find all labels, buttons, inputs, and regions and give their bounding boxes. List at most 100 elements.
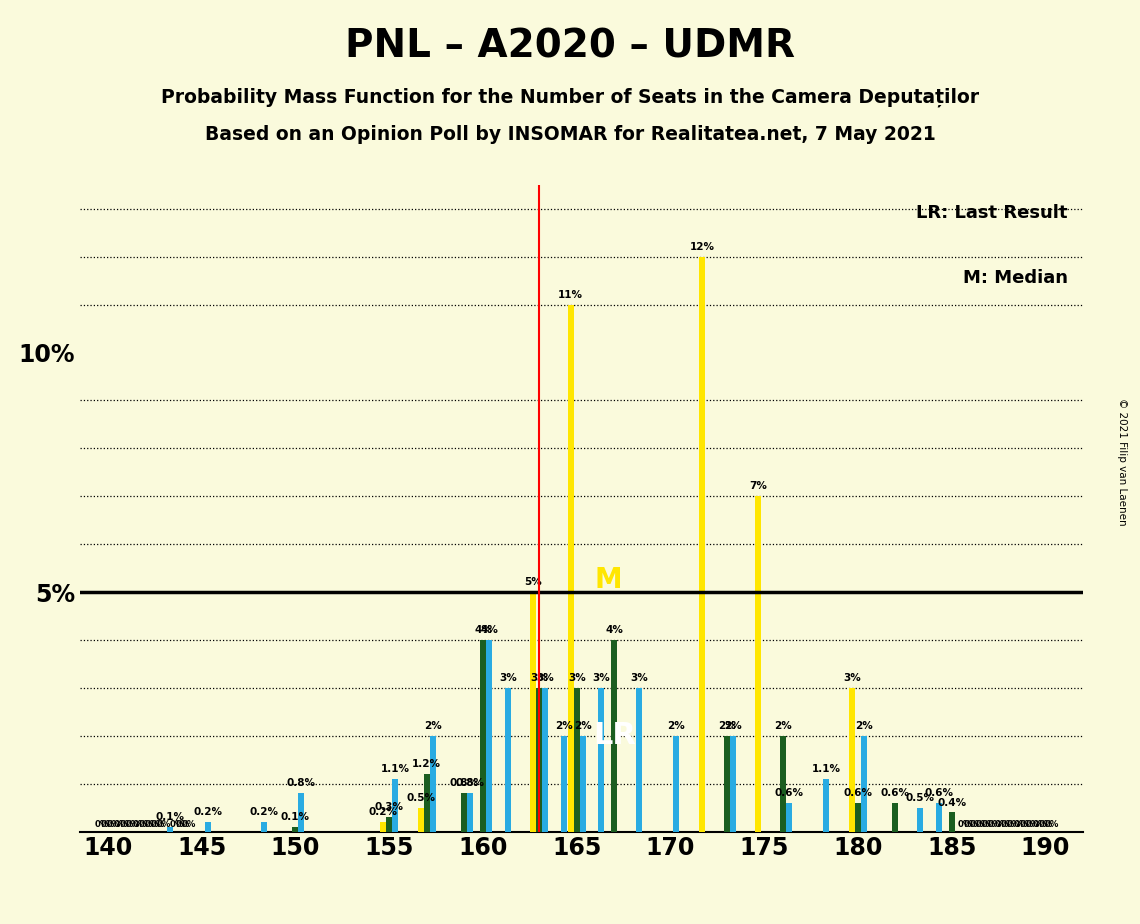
Text: 0%: 0% <box>995 821 1009 829</box>
Text: 1.2%: 1.2% <box>413 760 441 770</box>
Text: 0.6%: 0.6% <box>881 788 910 798</box>
Bar <box>893 803 898 832</box>
Text: LR: Last Result: LR: Last Result <box>917 204 1068 222</box>
Bar <box>936 803 942 832</box>
Bar <box>417 808 424 832</box>
Text: 2%: 2% <box>718 721 735 731</box>
Bar <box>205 822 211 832</box>
Bar <box>543 687 548 832</box>
Text: PNL – A2020 – UDMR: PNL – A2020 – UDMR <box>345 28 795 66</box>
Text: 0%: 0% <box>1007 821 1021 829</box>
Text: 1.1%: 1.1% <box>381 764 409 774</box>
Text: M: M <box>594 565 622 594</box>
Text: 0%: 0% <box>1019 821 1034 829</box>
Bar <box>724 736 730 832</box>
Text: 0%: 0% <box>958 821 971 829</box>
Text: Based on an Opinion Poll by INSOMAR for Realitatea.net, 7 May 2021: Based on an Opinion Poll by INSOMAR for … <box>204 125 936 144</box>
Text: 3%: 3% <box>844 673 861 683</box>
Bar <box>486 640 492 832</box>
Text: 0%: 0% <box>1013 821 1028 829</box>
Text: 0%: 0% <box>138 821 153 829</box>
Text: 0%: 0% <box>145 821 158 829</box>
Text: 0.2%: 0.2% <box>193 808 222 817</box>
Bar <box>674 736 679 832</box>
Text: 0%: 0% <box>114 821 128 829</box>
Text: 2%: 2% <box>724 721 742 731</box>
Bar <box>168 827 173 832</box>
Bar <box>430 736 435 832</box>
Text: 3%: 3% <box>568 673 586 683</box>
Text: 0%: 0% <box>976 821 991 829</box>
Bar <box>530 592 536 832</box>
Text: 0%: 0% <box>125 821 140 829</box>
Text: 11%: 11% <box>559 290 584 299</box>
Text: 0.1%: 0.1% <box>156 812 185 822</box>
Text: 2%: 2% <box>555 721 572 731</box>
Text: 0.6%: 0.6% <box>925 788 953 798</box>
Text: 0.4%: 0.4% <box>937 797 967 808</box>
Text: © 2021 Filip van Laenen: © 2021 Filip van Laenen <box>1117 398 1126 526</box>
Bar <box>261 822 267 832</box>
Text: 4%: 4% <box>605 626 624 635</box>
Bar <box>573 687 580 832</box>
Text: 0%: 0% <box>95 821 109 829</box>
Text: 5%: 5% <box>524 578 543 588</box>
Text: 7%: 7% <box>749 481 767 492</box>
Text: 0.6%: 0.6% <box>774 788 804 798</box>
Text: 0.2%: 0.2% <box>250 808 278 817</box>
Bar <box>392 779 398 832</box>
Bar <box>598 687 604 832</box>
Bar <box>755 496 762 832</box>
Bar <box>293 827 299 832</box>
Text: 0%: 0% <box>170 821 185 829</box>
Text: 0%: 0% <box>181 821 196 829</box>
Text: 0.6%: 0.6% <box>844 788 872 798</box>
Text: 0.3%: 0.3% <box>375 802 404 812</box>
Bar <box>918 808 923 832</box>
Text: 3%: 3% <box>499 673 516 683</box>
Text: 3%: 3% <box>536 673 554 683</box>
Text: 2%: 2% <box>668 721 685 731</box>
Bar <box>861 736 868 832</box>
Text: 0.8%: 0.8% <box>287 779 316 788</box>
Text: 2%: 2% <box>424 721 441 731</box>
Bar <box>611 640 617 832</box>
Text: 0.5%: 0.5% <box>406 793 435 803</box>
Text: 0%: 0% <box>1026 821 1040 829</box>
Text: 0.1%: 0.1% <box>280 812 310 822</box>
Bar <box>730 736 735 832</box>
Bar <box>386 817 392 832</box>
Bar <box>561 736 567 832</box>
Text: 2%: 2% <box>774 721 792 731</box>
Text: 0%: 0% <box>157 821 171 829</box>
Bar <box>381 822 386 832</box>
Text: 0%: 0% <box>176 821 190 829</box>
Bar <box>785 803 792 832</box>
Text: 0%: 0% <box>120 821 133 829</box>
Text: 0%: 0% <box>982 821 996 829</box>
Text: 0%: 0% <box>150 821 165 829</box>
Text: 0%: 0% <box>1039 821 1052 829</box>
Bar <box>505 687 511 832</box>
Bar <box>536 687 543 832</box>
Bar <box>568 305 573 832</box>
Text: 0.5%: 0.5% <box>906 793 935 803</box>
Text: 0%: 0% <box>988 821 1002 829</box>
Text: 0.8%: 0.8% <box>449 779 479 788</box>
Text: 0%: 0% <box>1001 821 1016 829</box>
Text: 4%: 4% <box>480 626 498 635</box>
Text: Probability Mass Function for the Number of Seats in the Camera Deputaților: Probability Mass Function for the Number… <box>161 88 979 107</box>
Bar <box>467 794 473 832</box>
Text: 0%: 0% <box>107 821 121 829</box>
Bar <box>636 687 642 832</box>
Bar <box>699 257 705 832</box>
Text: 0.2%: 0.2% <box>368 808 398 817</box>
Text: 0%: 0% <box>100 821 115 829</box>
Bar <box>823 779 830 832</box>
Bar <box>849 687 855 832</box>
Bar <box>462 794 467 832</box>
Text: M: Median: M: Median <box>963 269 1068 286</box>
Text: 4%: 4% <box>474 626 491 635</box>
Text: 2%: 2% <box>573 721 592 731</box>
Text: 0%: 0% <box>1044 821 1059 829</box>
